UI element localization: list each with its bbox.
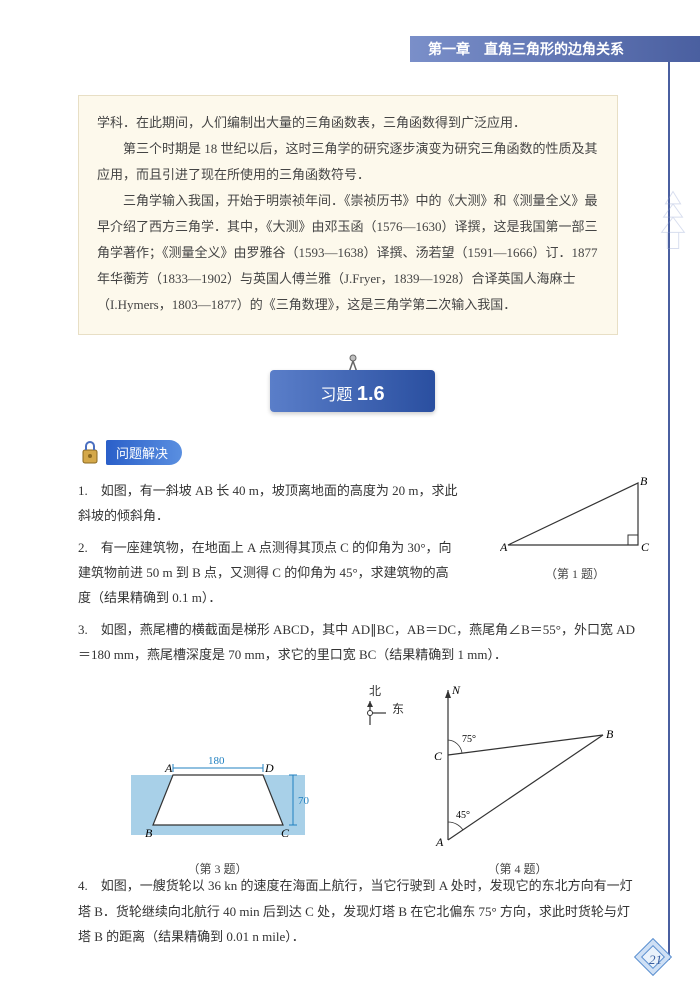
- history-p1: 学科．在此期间，人们编制出大量的三角函数表，三角函数得到广泛应用．: [97, 110, 599, 136]
- svg-text:180: 180: [208, 755, 225, 767]
- problem-3: 3. 如图，燕尾槽的横截面是梯形 ABCD，其中 AD∥BC，AB＝DC，燕尾角…: [78, 617, 638, 668]
- problem-header-tag: 问题解决: [78, 438, 182, 466]
- problem-1: 1. 如图，有一斜坡 AB 长 40 m，坡顶离地面的高度为 20 m，求此斜坡…: [78, 478, 458, 529]
- svg-text:B: B: [606, 727, 614, 741]
- chapter-header: 第一章 直角三角形的边角关系: [410, 36, 700, 62]
- chapter-label: 第一章 直角三角形的边角关系: [428, 41, 624, 57]
- svg-text:B: B: [145, 826, 153, 840]
- history-text-box: 学科．在此期间，人们编制出大量的三角函数表，三角函数得到广泛应用． 第三个时期是…: [78, 95, 618, 335]
- history-p3: 三角学输入我国，开始于明崇祯年间．《崇祯历书》中的《大测》和《测量全义》最早介绍…: [97, 188, 599, 318]
- problem-4: 4. 如图，一艘货轮以 36 kn 的速度在海面上航行，当它行驶到 A 处时，发…: [78, 873, 638, 949]
- fig3-label: （第 3 题）: [123, 860, 313, 877]
- svg-text:75°: 75°: [462, 734, 476, 745]
- lock-icon: [78, 438, 102, 466]
- pagoda-decoration: [654, 185, 692, 255]
- svg-text:C: C: [281, 826, 290, 840]
- figure-3: 180 70 A D B C （第 3 题）: [123, 740, 313, 877]
- section-prefix: 习题: [320, 387, 352, 404]
- page-number: 21: [649, 952, 662, 968]
- fig4-label: （第 4 题）: [418, 860, 618, 877]
- svg-text:45°: 45°: [456, 810, 470, 821]
- svg-text:D: D: [264, 761, 274, 775]
- svg-text:C: C: [434, 749, 443, 763]
- svg-text:N: N: [451, 683, 461, 697]
- history-p2: 第三个时期是 18 世纪以后，这时三角学的研究逐步演变为研究三角函数的性质及其应…: [97, 136, 599, 188]
- figure-4: 75° 45° A B C N （第 4 题）: [418, 680, 618, 877]
- problem-header-label: 问题解决: [106, 440, 182, 465]
- svg-text:A: A: [435, 835, 444, 849]
- figure-row: 180 70 A D B C （第 3 题） 75° 45° A B C N （…: [90, 680, 650, 877]
- svg-text:A: A: [164, 761, 173, 775]
- svg-text:C: C: [641, 540, 650, 554]
- section-number: 1.6: [357, 383, 385, 405]
- section-badge: 习题 1.6: [270, 370, 435, 412]
- svg-text:70: 70: [298, 795, 310, 807]
- svg-text:B: B: [640, 475, 648, 488]
- problem-2: 2. 有一座建筑物，在地面上 A 点测得其顶点 C 的仰角为 30°，向建筑物前…: [78, 535, 458, 611]
